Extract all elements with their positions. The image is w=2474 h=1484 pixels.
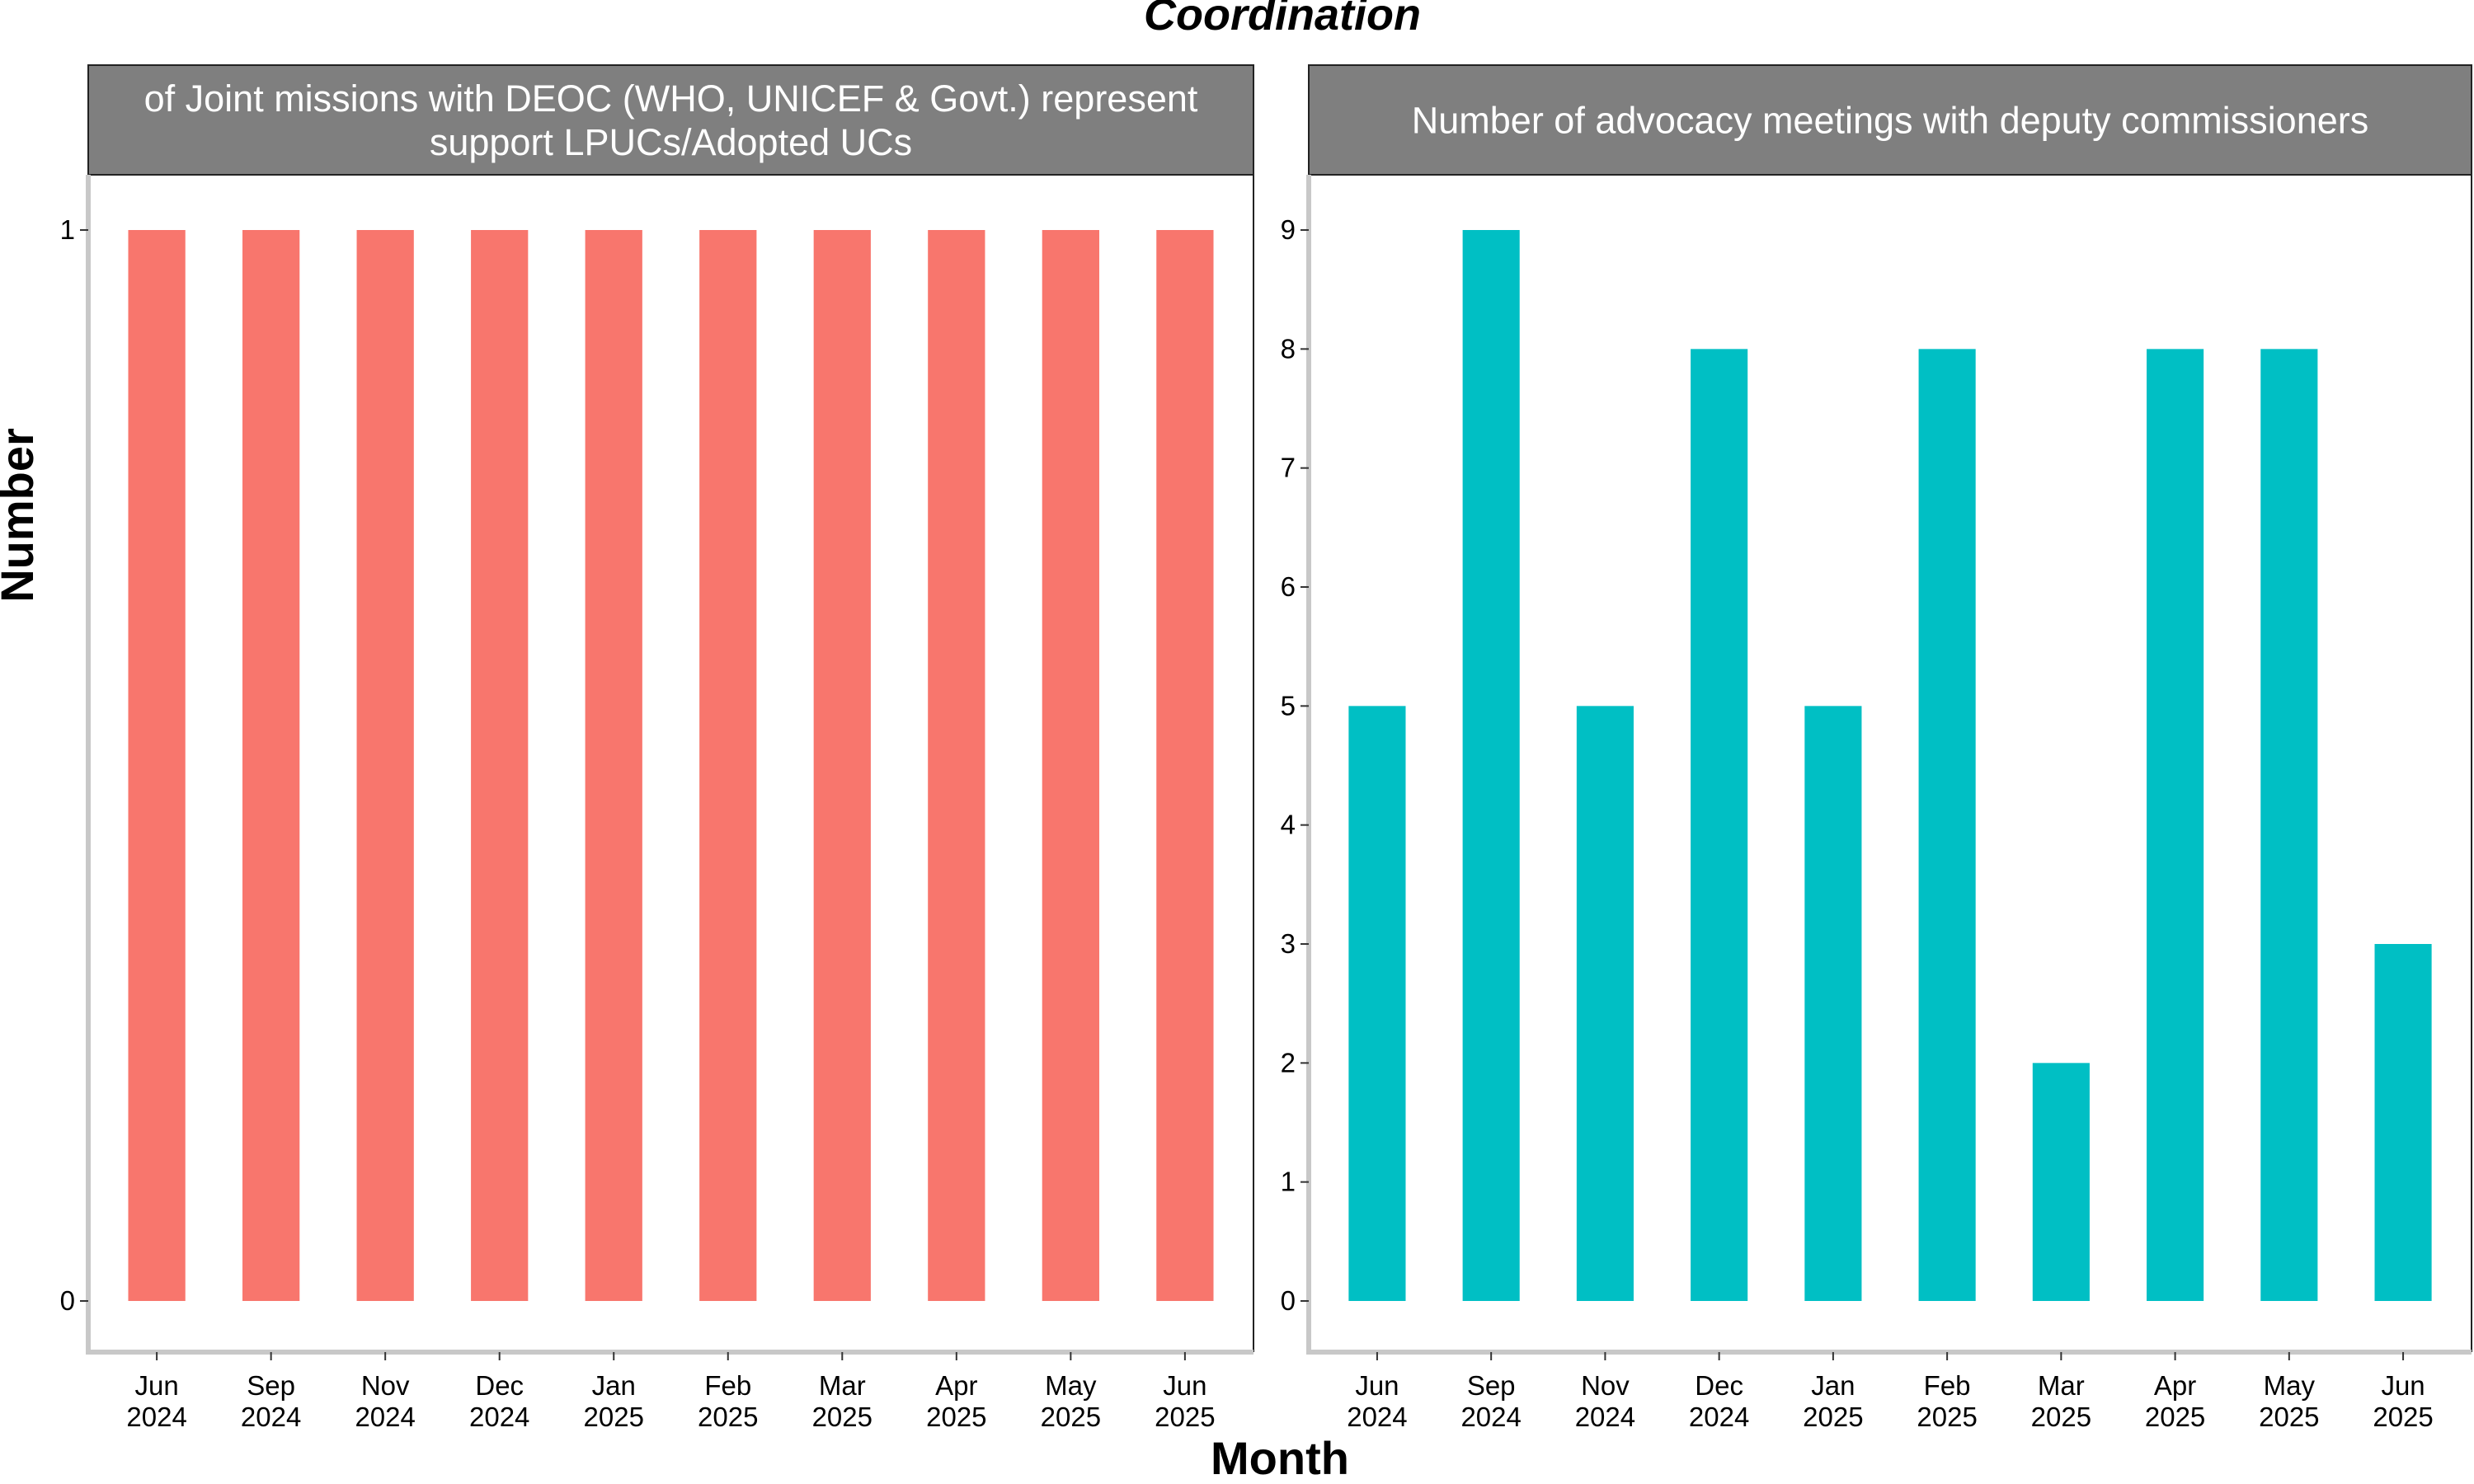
x-tick-label-month: Apr	[2154, 1370, 2196, 1401]
x-tick-label-month: May	[1045, 1370, 1097, 1401]
x-tick-label-month: Jun	[135, 1370, 179, 1401]
x-tick-label-year: 2025	[2259, 1402, 2319, 1432]
x-tick-label-year: 2025	[2373, 1402, 2433, 1432]
x-tick-label-year: 2025	[1155, 1402, 1215, 1432]
x-tick-label-month: Jun	[1163, 1370, 1206, 1401]
bar-4	[585, 230, 642, 1301]
x-tick-label-month: Feb	[1924, 1370, 1971, 1401]
bar-3	[1691, 349, 1748, 1301]
bar-9	[1156, 230, 1214, 1301]
y-tick-label: 6	[1281, 571, 1296, 602]
x-tick-label-month: Jan	[592, 1370, 636, 1401]
x-tick-label-year: 2024	[241, 1402, 301, 1432]
bar-7	[928, 230, 985, 1301]
y-tick-label: 4	[1281, 810, 1296, 840]
y-tick-label: 2	[1281, 1047, 1296, 1078]
x-tick-label-year: 2025	[926, 1402, 986, 1432]
bar-9	[2374, 944, 2432, 1301]
bar-2	[356, 230, 414, 1301]
facet-title-line: Number of advocacy meetings with deputy …	[1412, 100, 2369, 142]
x-tick-label-month: Jun	[2381, 1370, 2425, 1401]
y-tick-label: 3	[1281, 928, 1296, 959]
x-tick-label-month: Nov	[1581, 1370, 1630, 1401]
x-tick-label-year: 2025	[698, 1402, 758, 1432]
x-tick-label-month: Sep	[1467, 1370, 1516, 1401]
facet-strip-right	[1308, 64, 2472, 176]
bar-8	[1042, 230, 1099, 1301]
y-axis-title: Number	[0, 428, 43, 603]
x-tick-label-month: Mar	[819, 1370, 866, 1401]
bar-0	[128, 230, 186, 1301]
bar-1	[242, 230, 300, 1301]
y-tick-label: 5	[1281, 690, 1296, 721]
panel-left: of Joint missions with DEOC (WHO, UNICEF…	[60, 64, 1254, 1432]
panel-right: Number of advocacy meetings with deputy …	[1281, 64, 2472, 1432]
x-tick-label-month: Sep	[247, 1370, 295, 1401]
facet-title-line: of Joint missions with DEOC (WHO, UNICEF…	[144, 77, 1198, 120]
x-tick-label-month: Nov	[361, 1370, 410, 1401]
x-tick-label-year: 2025	[1041, 1402, 1101, 1432]
x-tick-label-year: 2025	[812, 1402, 872, 1432]
bar-4	[1804, 706, 1862, 1301]
x-tick-label-month: Dec	[475, 1370, 524, 1401]
x-tick-label-year: 2024	[1347, 1402, 1407, 1432]
bar-7	[2147, 349, 2204, 1301]
x-tick-label-year: 2025	[1803, 1402, 1863, 1432]
bar-5	[1918, 349, 1976, 1301]
y-tick-label: 1	[1281, 1167, 1296, 1197]
chart-title: Coordination	[1144, 0, 1421, 40]
x-tick-label-month: Apr	[935, 1370, 977, 1401]
facet-strip-left	[87, 64, 1254, 176]
x-tick-label-year: 2024	[355, 1402, 415, 1432]
bar-2	[1576, 706, 1634, 1301]
x-tick-label-year: 2024	[469, 1402, 529, 1432]
bar-0	[1348, 706, 1406, 1301]
facet-strip-text-group: of Joint missions with DEOC (WHO, UNICEF…	[144, 77, 1198, 163]
x-tick-label-year: 2024	[1689, 1402, 1749, 1432]
y-tick-label: 8	[1281, 333, 1296, 364]
x-tick-label-year: 2025	[2031, 1402, 2091, 1432]
y-tick-label: 7	[1281, 453, 1296, 483]
x-tick-label-month: Dec	[1695, 1370, 1743, 1401]
x-tick-label-month: May	[2264, 1370, 2316, 1401]
panels: of Joint missions with DEOC (WHO, UNICEF…	[60, 64, 2472, 1432]
x-tick-label-year: 2024	[1575, 1402, 1635, 1432]
x-tick-label-year: 2024	[1460, 1402, 1521, 1432]
facet-strip-text-group: Number of advocacy meetings with deputy …	[1412, 100, 2369, 142]
x-axis-title: Month	[1211, 1432, 1349, 1484]
bar-3	[471, 230, 529, 1301]
y-tick-label: 9	[1281, 214, 1296, 245]
x-tick-label-month: Jan	[1811, 1370, 1855, 1401]
y-tick-label: 0	[60, 1285, 75, 1316]
x-tick-label-year: 2024	[126, 1402, 186, 1432]
y-tick-label: 0	[1281, 1285, 1296, 1316]
x-tick-label-month: Feb	[704, 1370, 751, 1401]
bar-6	[813, 230, 871, 1301]
y-tick-label: 1	[60, 214, 75, 245]
x-tick-label-year: 2025	[2145, 1402, 2205, 1432]
facet-title-line: support LPUCs/Adopted UCs	[430, 121, 912, 163]
x-tick-label-year: 2025	[1917, 1402, 1977, 1432]
bar-5	[699, 230, 757, 1301]
bar-6	[2032, 1063, 2090, 1301]
bar-8	[2260, 349, 2318, 1301]
x-tick-label-year: 2025	[584, 1402, 644, 1432]
x-tick-label-month: Jun	[1355, 1370, 1399, 1401]
bar-1	[1462, 230, 1520, 1301]
x-tick-label-month: Mar	[2038, 1370, 2085, 1401]
